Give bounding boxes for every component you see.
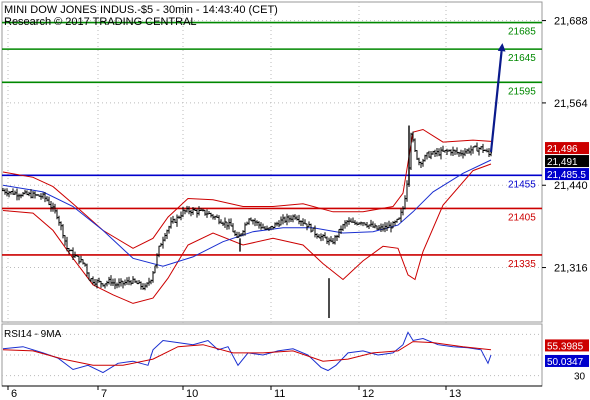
- price-tag-text: 21,496: [547, 144, 578, 155]
- copyright-text: Research © 2017 TRADING CENTRAL: [4, 16, 197, 28]
- chart-title: MINI DOW JONES INDUS.-$5 - 30min - 14:43…: [4, 4, 278, 16]
- time-axis-label: 6: [11, 388, 17, 400]
- bollinger-lower-line: [2, 163, 492, 304]
- rsi-panel-frame: [1, 323, 543, 387]
- price-axis-label: 21,440: [554, 180, 588, 192]
- rsi-tag-box: [545, 354, 589, 367]
- time-axis-label: 10: [186, 388, 198, 400]
- moving-average-line: [2, 159, 492, 267]
- rsi-tag-text: 55.3985: [547, 341, 584, 352]
- time-axis: 6 7 10 11 12 13: [2, 385, 542, 400]
- price-tag-box: [545, 168, 589, 181]
- projection-arrow: [489, 43, 506, 153]
- rsi-panel-title: RSI14 - 9MA: [4, 329, 62, 340]
- rsi-line: [2, 331, 492, 374]
- level-label-resistance: 21595: [508, 86, 536, 97]
- price-tag-box: [545, 142, 589, 155]
- price-axis-label: 21,688: [554, 16, 588, 28]
- rsi-axis-label: 30: [574, 372, 586, 383]
- projection-arrow-line: [489, 43, 506, 153]
- price-panel: 21685 21645 21595 21455 21405 21335: [1, 1, 543, 386]
- price-axis-label: 21,316: [554, 263, 588, 275]
- level-label-support: 21405: [508, 212, 536, 223]
- price-grid: [2, 2, 542, 386]
- time-axis-label: 11: [274, 388, 285, 400]
- level-lines: 21685 21645 21595 21455 21405 21335: [2, 21, 542, 270]
- price-panel-frame: [1, 1, 543, 323]
- rsi-ma-line: [2, 341, 492, 366]
- price-tag-text: 21,491: [547, 157, 578, 168]
- rsi-tag-text: 50.0347: [547, 357, 584, 368]
- price-candles: [2, 125, 492, 319]
- level-label-resistance: 21685: [508, 27, 536, 38]
- time-axis-label: 13: [449, 388, 461, 400]
- time-axis-label: 12: [362, 388, 374, 400]
- time-axis-label: 7: [101, 388, 107, 400]
- price-axis-label: 21,564: [554, 98, 588, 110]
- level-label-resistance: 21645: [508, 53, 536, 64]
- rsi-panel: [1, 323, 543, 387]
- price-axis: 21,688 21,564 21,440 21,316: [542, 16, 588, 275]
- rsi-lines: [2, 331, 492, 374]
- level-label-pivot: 21455: [508, 179, 536, 190]
- bollinger-upper-line: [2, 128, 492, 249]
- rsi-tag-box: [545, 339, 589, 352]
- rsi-axis: 30: [574, 372, 586, 383]
- price-tag-text: 21,485.5: [547, 170, 586, 181]
- bollinger-bands: [2, 128, 492, 304]
- price-tag-box: [545, 155, 589, 168]
- level-label-support: 21335: [508, 259, 536, 270]
- price-tags: 21,496 21,491 21,485.5 55.3985 50.0347: [545, 142, 589, 368]
